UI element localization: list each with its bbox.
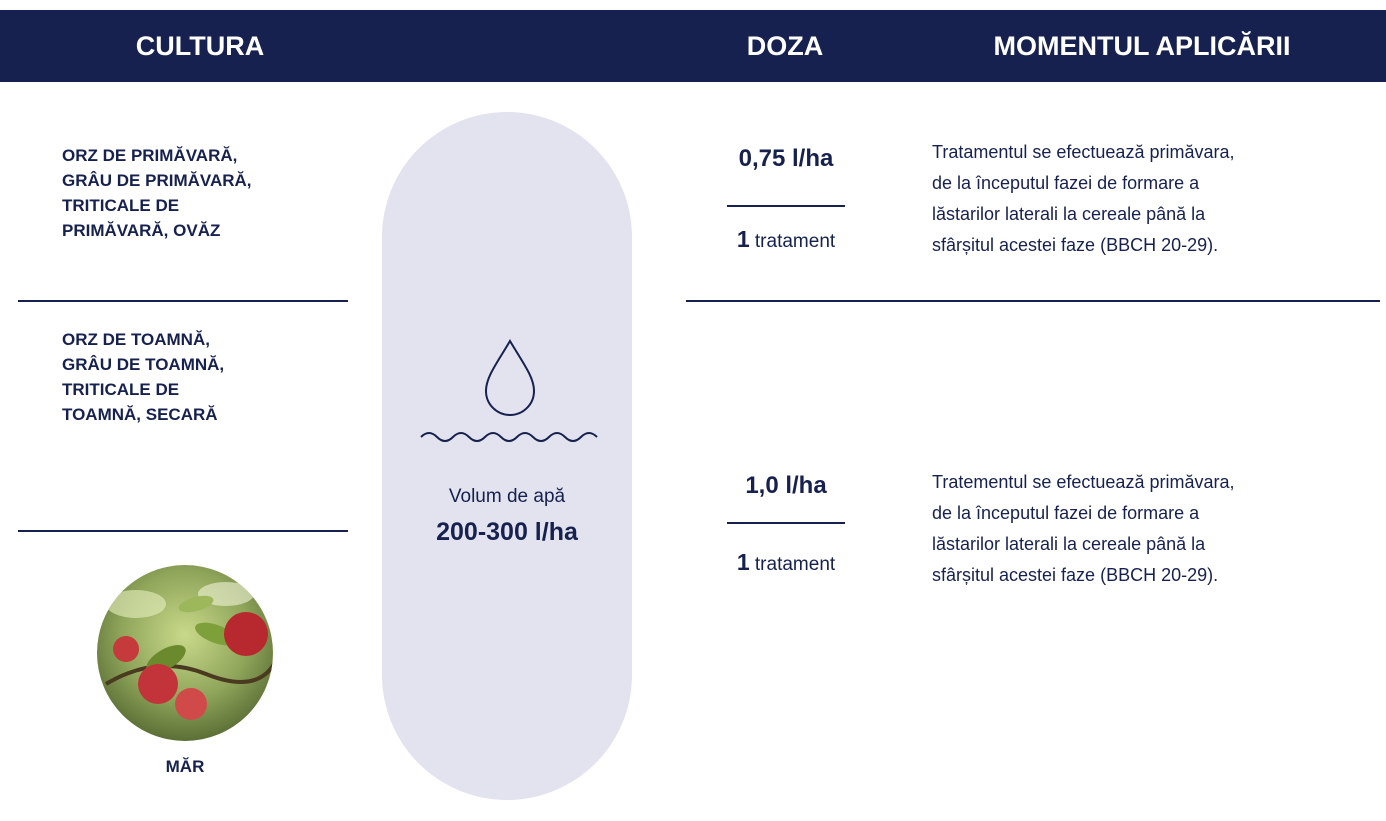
- unit: tratament: [755, 231, 835, 252]
- dose-divider: [727, 205, 845, 207]
- crop-line: PRIMĂVARĂ, OVĂZ: [62, 218, 252, 243]
- crop-line: TRITICALE DE: [62, 193, 252, 218]
- water-label: Volum de apă: [382, 486, 632, 508]
- timing-line: sfârșitul acestei faze (BBCH 20-29).: [932, 230, 1234, 261]
- water-icon: [415, 335, 605, 450]
- crop-name: ORZ DE TOAMNĂ, GRÂU DE TOAMNĂ, TRITICALE…: [62, 327, 224, 427]
- page: CULTURA DOZA MOMENTUL APLICĂRII ORZ DE P…: [0, 0, 1386, 821]
- header-cell: DOZA: [747, 10, 824, 82]
- crop-name: MĂR: [0, 754, 370, 779]
- treatment-count: 1 tratament: [686, 549, 886, 576]
- apple-image: [96, 564, 274, 742]
- timing-line: lăstarilor laterali la cereale până la: [932, 199, 1234, 230]
- count: 1: [737, 226, 750, 252]
- header-bar: CULTURA DOZA MOMENTUL APLICĂRII: [0, 10, 1386, 82]
- header-cell: CULTURA: [136, 10, 264, 82]
- dose: 0,75 l/ha: [686, 145, 886, 173]
- crop-line: GRÂU DE PRIMĂVARĂ,: [62, 168, 252, 193]
- divider: [18, 530, 348, 532]
- water-pill: [382, 112, 632, 800]
- timing-line: Tratamentul se efectuează primăvara,: [932, 137, 1234, 168]
- timing: Tratementul se efectuează primăvara, de …: [932, 467, 1234, 591]
- crop-line: GRÂU DE TOAMNĂ,: [62, 352, 224, 377]
- treatment-count: 1 tratament: [686, 226, 886, 253]
- crop-line: TOAMNĂ, SECARĂ: [62, 402, 224, 427]
- water-value: 200-300 l/ha: [382, 518, 632, 547]
- timing-line: lăstarilor laterali la cereale până la: [932, 529, 1234, 560]
- header-cell: MOMENTUL APLICĂRII: [994, 10, 1291, 82]
- divider: [686, 300, 1380, 302]
- crop-line: TRITICALE DE: [62, 377, 224, 402]
- crop-name: ORZ DE PRIMĂVARĂ, GRÂU DE PRIMĂVARĂ, TRI…: [62, 143, 252, 243]
- unit: tratament: [755, 554, 835, 575]
- crop-line: ORZ DE PRIMĂVARĂ,: [62, 143, 252, 168]
- timing-line: sfârșitul acestei faze (BBCH 20-29).: [932, 560, 1234, 591]
- count: 1: [737, 549, 750, 575]
- timing-line: Tratementul se efectuează primăvara,: [932, 467, 1234, 498]
- divider: [18, 300, 348, 302]
- timing-line: de la începutul fazei de formare a: [932, 498, 1234, 529]
- timing: Tratamentul se efectuează primăvara, de …: [932, 137, 1234, 261]
- dose: 1,0 l/ha: [686, 472, 886, 500]
- crop-line: ORZ DE TOAMNĂ,: [62, 327, 224, 352]
- dose-divider: [727, 522, 845, 524]
- timing-line: de la începutul fazei de formare a: [932, 168, 1234, 199]
